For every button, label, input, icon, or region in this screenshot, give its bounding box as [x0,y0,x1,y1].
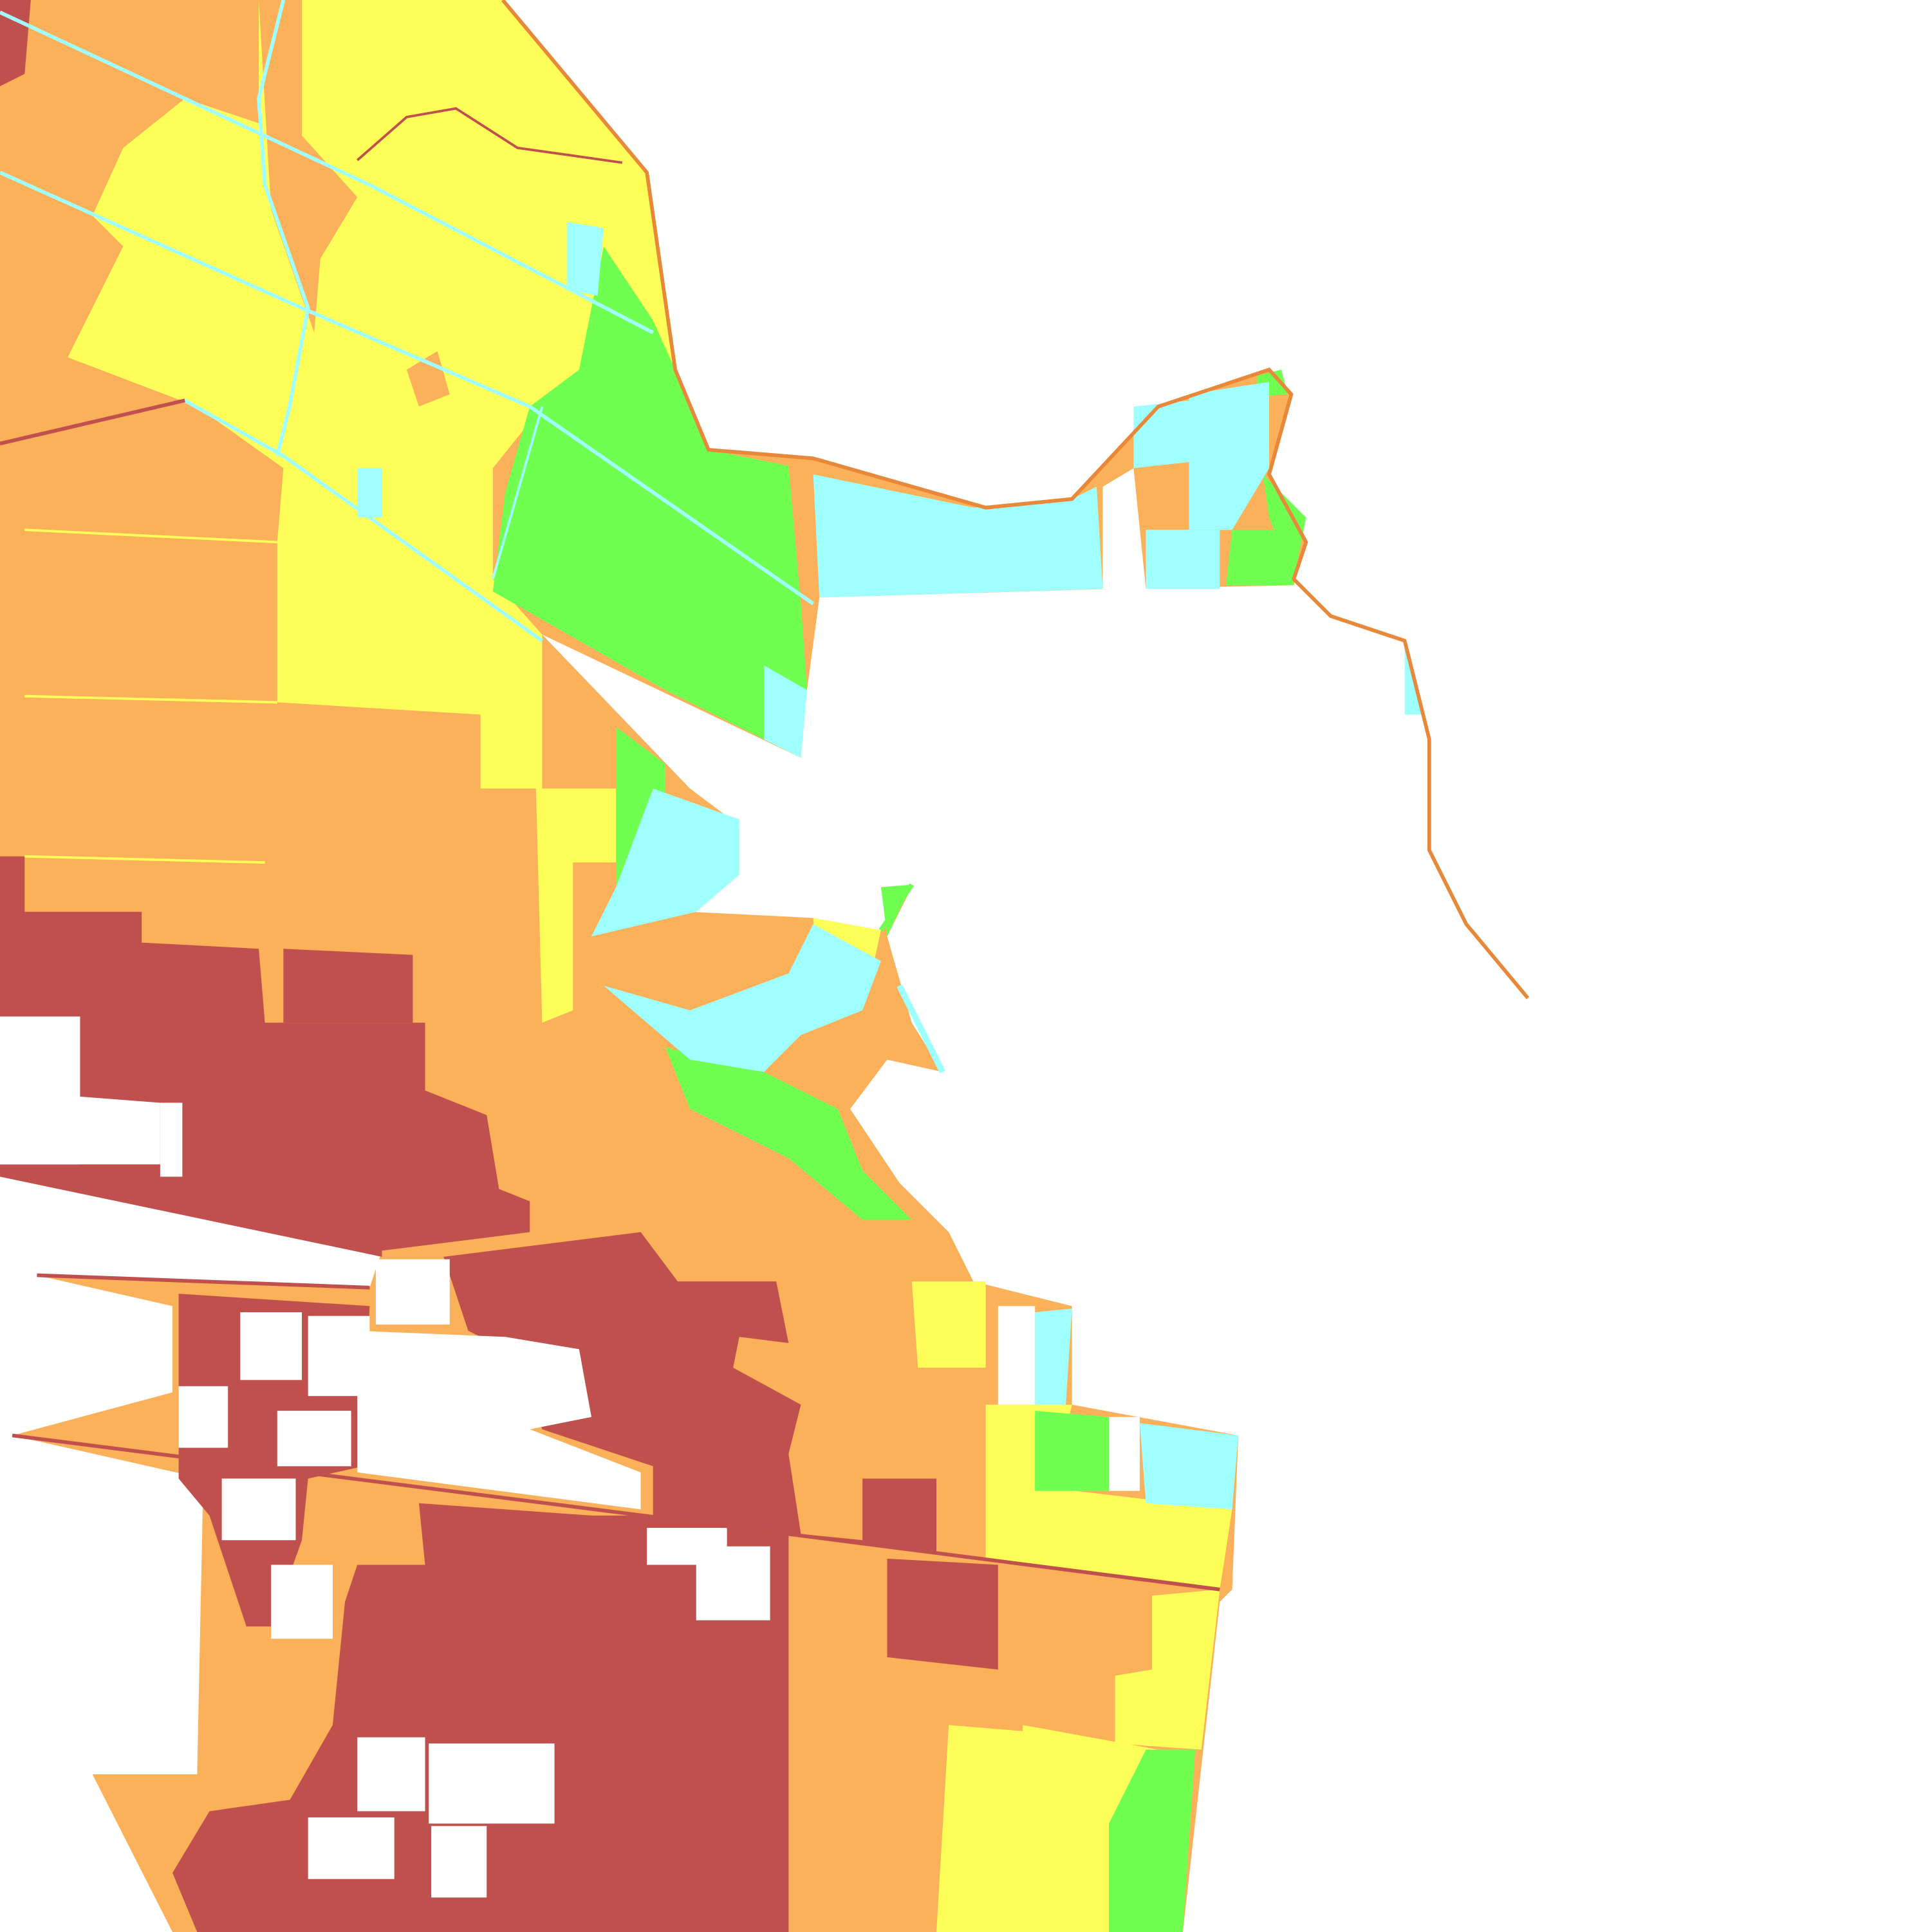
region-class1 [0,1164,382,1257]
road-line [356,107,623,164]
road-line [37,1273,370,1290]
region-class1 [283,949,413,1023]
levee-line [501,0,1530,999]
nodata-hole [308,1817,395,1879]
region-class3 [936,1725,1023,1932]
region-class4 [1225,530,1294,586]
region-class2 [406,351,450,407]
road-line [24,694,277,704]
nodata-hole [357,1737,425,1812]
region-class5 [604,924,881,1072]
nodata-hole [240,1312,302,1380]
road-line [257,0,310,457]
road-line [0,398,185,446]
nodata-hole [998,1306,1036,1405]
nodata-hole [429,1743,555,1824]
region-class3 [1023,1725,1158,1932]
region-class4 [1035,1411,1110,1491]
region-class5 [1035,1308,1072,1405]
region-class5 [566,221,604,296]
jetty-line [896,984,945,1073]
road-line [491,406,544,580]
nodata-hole [357,1330,641,1510]
road-line [12,1433,1220,1592]
nodata-hole [178,1386,228,1448]
region-class1 [887,1558,998,1670]
region-class5 [1189,468,1269,530]
nodata-hole [375,1259,450,1325]
region-class5 [1189,382,1269,469]
jetty-line [878,883,914,932]
region-class2 [259,0,358,333]
nodata-hole [1102,468,1146,590]
road-line [0,171,815,606]
nodata-hole [696,1546,770,1621]
region-class4 [1109,1749,1196,1932]
region-class4 [492,246,808,752]
nodata-hole [1109,1416,1140,1491]
road-line [183,398,544,642]
region-class3 [1115,1589,1220,1750]
region-class4 [1263,474,1306,579]
nodata-hole [271,1565,333,1639]
region-class5 [764,665,808,758]
region-class5 [813,474,1103,598]
region-class5 [1146,530,1220,590]
nodata-hole [308,1315,370,1397]
region-class5 [1133,400,1189,469]
region-class1 [172,1799,296,1932]
road-network [0,0,1220,1592]
road-line [24,855,265,864]
region-class5 [591,788,739,937]
region-class3 [911,1281,986,1368]
region-class4 [665,1047,912,1220]
road-line [24,528,277,544]
nodata-hole [431,1826,487,1898]
region-class5 [1139,1423,1239,1510]
region-class3 [1023,1485,1232,1590]
nodata-hole [221,1478,296,1541]
road-line [0,10,655,335]
nodata-hole [277,1411,351,1467]
nodata-hole [160,1102,183,1177]
nodata-hole [0,1096,160,1165]
region-class5 [357,468,382,518]
